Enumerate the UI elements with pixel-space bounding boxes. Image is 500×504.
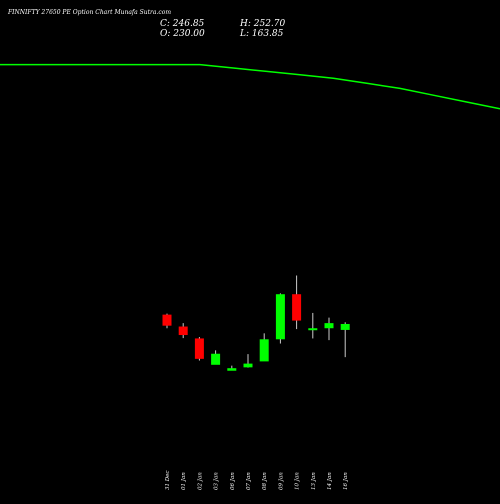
low-value: L: 163.85 <box>240 29 284 39</box>
candle <box>292 275 302 330</box>
candle-body <box>259 339 269 362</box>
candle <box>324 317 334 341</box>
candle <box>178 323 188 339</box>
moving-average-line <box>0 63 500 110</box>
candle <box>243 354 253 368</box>
candle-body <box>227 368 237 371</box>
x-tick-label: 10 Jan <box>295 472 301 490</box>
candle <box>340 322 350 358</box>
candle <box>194 337 204 361</box>
candle-body <box>243 363 253 368</box>
candle-body <box>324 323 334 329</box>
chart-title: FINNIFTY 27650 PE Option Chart Munafa Su… <box>8 9 172 16</box>
candle-body <box>162 314 172 326</box>
x-tick-label: 08 Jan <box>262 472 268 490</box>
candle-body <box>340 323 350 330</box>
x-tick-label: 13 Jan <box>311 472 317 490</box>
candle-body <box>178 326 188 336</box>
x-tick-label: 06 Jan <box>230 472 236 490</box>
candle <box>308 312 318 339</box>
candle <box>259 333 269 362</box>
x-tick-label: 14 Jan <box>327 472 333 490</box>
candle <box>275 293 285 344</box>
x-tick-label: 03 Jan <box>214 472 220 490</box>
candles <box>162 275 350 371</box>
x-tick-label: 01 Jan <box>181 472 187 490</box>
x-tick-label: 31 Dec <box>165 471 171 491</box>
candle-body <box>211 353 221 365</box>
x-tick-label: 16 Jan <box>343 472 349 490</box>
candle-body <box>194 338 204 359</box>
high-value: H: 252.70 <box>240 19 286 29</box>
x-tick-label: 02 Jan <box>197 472 203 490</box>
x-axis-ticks: 31 Dec 01 Jan 02 Jan 03 Jan 06 Jan 07 Jan 08 J… <box>165 471 349 491</box>
candle <box>211 350 221 365</box>
candle-body <box>308 328 318 331</box>
candle <box>227 365 237 371</box>
open-value: O: 230.00 <box>160 29 205 39</box>
x-tick-label: 09 Jan <box>278 472 284 490</box>
close-value: C: 246.85 <box>160 19 205 29</box>
candle-body <box>275 294 285 340</box>
candle-body <box>292 294 302 321</box>
x-tick-label: 07 Jan <box>246 472 252 490</box>
candle <box>162 313 172 329</box>
